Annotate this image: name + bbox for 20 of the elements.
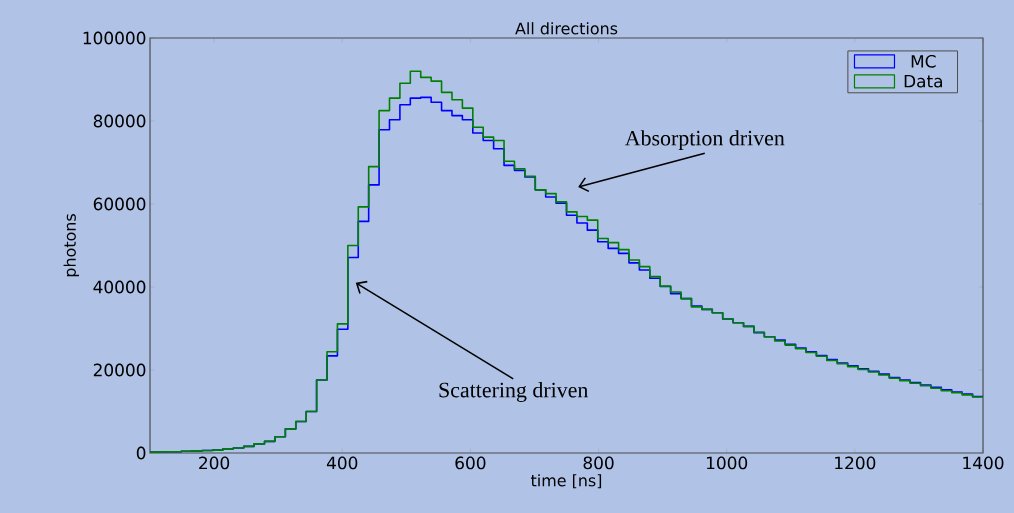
y-tick-label: 40000 <box>93 280 146 294</box>
x-tick-label: 200 <box>199 456 230 470</box>
x-tick-label: 800 <box>583 456 614 470</box>
x-tick-label: 1000 <box>707 456 748 470</box>
x-tick-label: 1200 <box>835 456 876 470</box>
y-tick-label: 0 <box>136 446 146 460</box>
y-tick-label: 80000 <box>93 114 146 128</box>
annotation: Absorption driven <box>624 130 785 151</box>
annotation: Scattering driven <box>439 382 589 402</box>
x-tick-label: 600 <box>455 456 486 470</box>
x-axis-title: time [ns] <box>530 474 602 489</box>
y-tick-label: 60000 <box>93 197 146 211</box>
legend-label: MC <box>911 54 936 68</box>
y-tick-label: 100000 <box>83 31 146 45</box>
legend-label: Data <box>904 74 942 88</box>
x-tick-label: 1400 <box>963 456 1004 470</box>
y-axis-title: photons <box>63 214 79 277</box>
chart-title: All directions <box>515 22 618 35</box>
x-tick-label: 400 <box>326 456 358 470</box>
y-tick-label: 20000 <box>93 363 146 377</box>
